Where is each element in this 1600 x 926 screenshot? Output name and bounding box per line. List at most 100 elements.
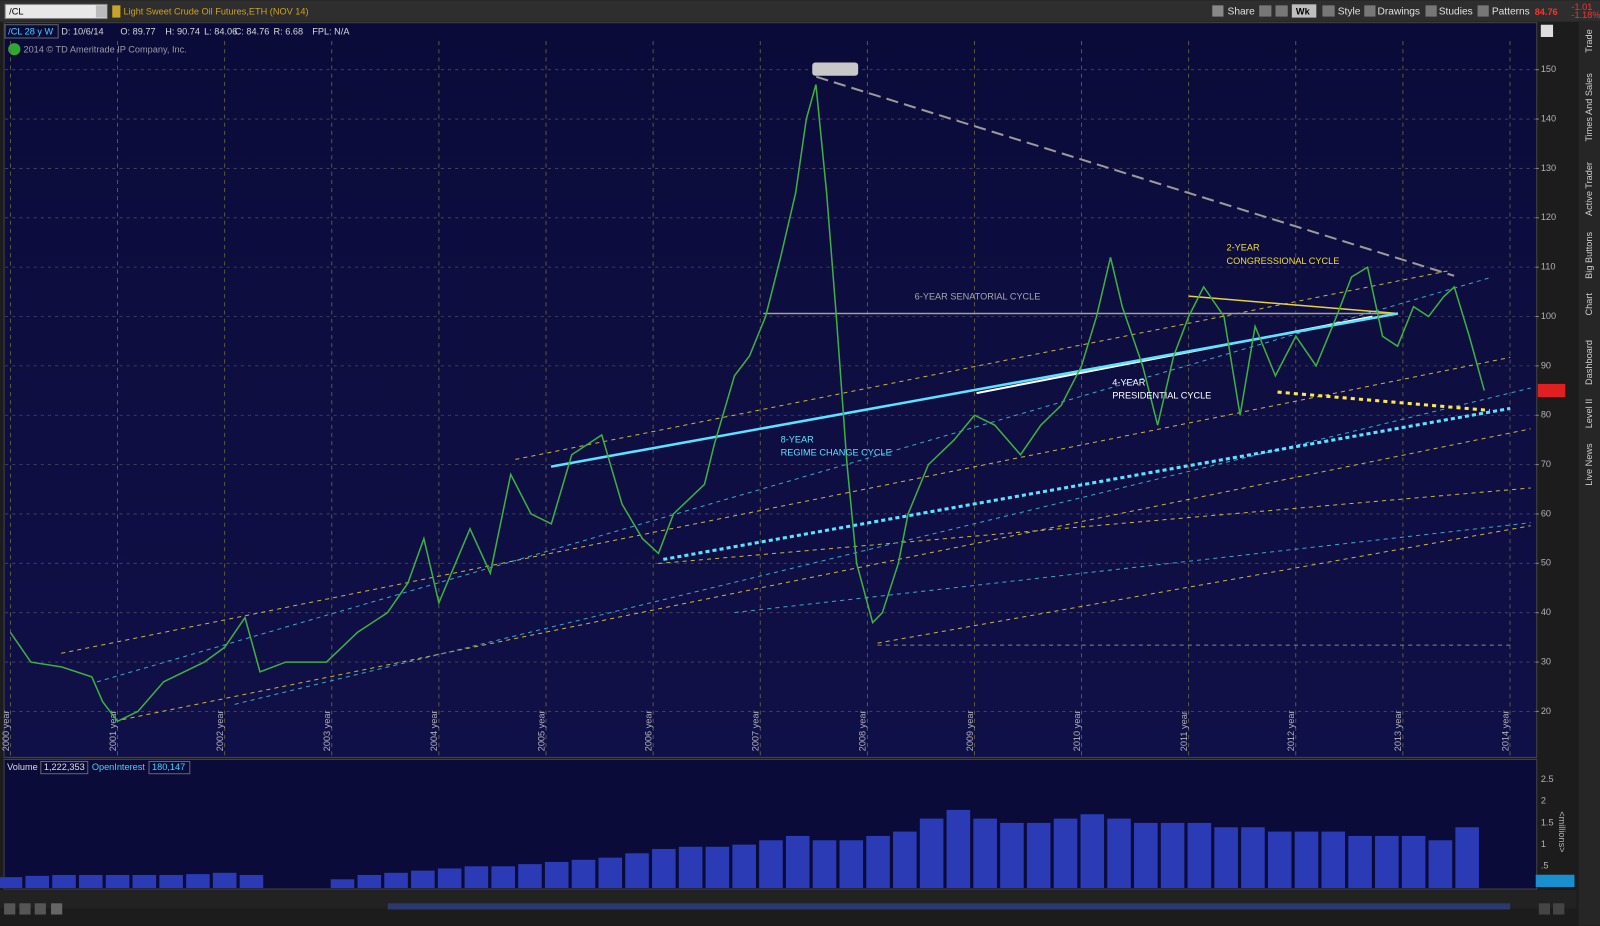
volume-bar [1214, 827, 1238, 888]
open-interest-box [148, 760, 191, 775]
volume-bar [625, 853, 649, 888]
scroll-thumb[interactable] [387, 903, 1511, 910]
info-open: O: 89.77 [120, 26, 155, 36]
annotation: PRESIDENTIAL CYCLE [1112, 391, 1211, 401]
volume-bar [973, 818, 997, 888]
volume-bar [1134, 822, 1158, 888]
x-tick-label: 2012 year [1286, 710, 1296, 751]
symbol-box[interactable] [4, 3, 108, 20]
share-icon [1212, 5, 1224, 17]
side-tab[interactable]: Level II [1584, 399, 1594, 429]
drawings [61, 75, 1531, 721]
volume-bar [893, 831, 917, 888]
y-tick-label: 120 [1541, 212, 1556, 222]
price-panel [3, 22, 1538, 758]
studies-icon [1425, 5, 1437, 17]
y-tick-label: 30 [1541, 656, 1551, 666]
volume-bar [357, 874, 382, 888]
volume-bar [1026, 822, 1051, 888]
volume-bar [0, 877, 23, 888]
side-tab[interactable]: Trade [1584, 29, 1594, 53]
volume-bar [1455, 827, 1479, 888]
volume-bar [1107, 818, 1131, 888]
y-tick-label: 1.5 [1541, 817, 1554, 827]
annotation: 6-YEAR SENATORIAL CYCLE [915, 292, 1041, 302]
symbol: /CL [9, 6, 23, 16]
toolbar-button[interactable]: Studies [1439, 7, 1473, 18]
volume-bar [1080, 814, 1105, 888]
scroll-right[interactable] [1553, 903, 1565, 915]
last-price: 84.76 [1535, 7, 1558, 17]
volume-bar [1321, 831, 1346, 888]
toolbar-button[interactable]: Style [1338, 7, 1361, 18]
toolbar-button[interactable]: Share [1228, 7, 1256, 18]
tool-icon[interactable] [1259, 5, 1272, 17]
volume-bar [1053, 818, 1078, 888]
y-tick-label: 2.5 [1541, 774, 1554, 784]
y-tick-label: 90 [1541, 360, 1551, 370]
x-tick-label: 2007 year [751, 710, 761, 751]
volume-value-box [40, 760, 89, 775]
x-tick-label: 2011 year [1179, 711, 1189, 751]
last-price-box [1537, 383, 1566, 398]
volume-bar [946, 809, 971, 888]
volume-bar [1375, 835, 1399, 888]
volume-bar [437, 868, 462, 888]
description: Light Sweet Crude Oil Futures,ETH (NOV 1… [123, 6, 308, 16]
volume-bar [678, 846, 703, 888]
text-button[interactable] [51, 903, 63, 915]
scroll-left[interactable] [1538, 903, 1550, 915]
open-interest-value: 180,147 [152, 762, 185, 772]
info-icon[interactable] [8, 43, 21, 56]
y-tick-label: 140 [1541, 113, 1556, 123]
zoom-button[interactable] [19, 903, 31, 915]
volume-bar [132, 874, 157, 888]
toolbar-button[interactable]: Patterns [1492, 7, 1530, 18]
y-tick-label: 2 [1541, 796, 1546, 806]
volume-bar [839, 840, 864, 888]
volume-bar [598, 857, 623, 888]
zoom-button[interactable] [34, 903, 46, 915]
toolbar-button[interactable]: Drawings [1378, 7, 1420, 18]
side-tab[interactable]: Times And Sales [1584, 73, 1594, 142]
tool-icon[interactable] [1275, 5, 1288, 17]
dotted-line [662, 406, 1511, 561]
side-tab[interactable]: Dashboard [1584, 340, 1594, 385]
volume-bar [212, 872, 237, 888]
volume-bar [759, 840, 783, 888]
y-tick-label: 40 [1541, 607, 1551, 617]
y-axis-label: <millions> [1557, 811, 1567, 852]
channel-line [61, 356, 1511, 654]
side-tab[interactable]: Chart [1584, 293, 1594, 316]
y-tick-label: .5 [1541, 861, 1549, 871]
change-percent: -1.18% [1571, 10, 1600, 20]
aggregation-box[interactable] [1291, 4, 1317, 18]
volume-bar [652, 848, 676, 888]
annotation: 8-YEAR [781, 434, 815, 444]
expand-button[interactable] [1540, 24, 1554, 37]
dropdown-button[interactable] [95, 5, 107, 18]
volume-bar [25, 875, 50, 888]
volume-bar [785, 835, 810, 888]
zoom-button[interactable] [4, 903, 16, 915]
x-tick-label: 2014 year [1500, 710, 1510, 751]
volume-bar [1160, 822, 1185, 888]
y-tick-label: 1 [1541, 839, 1546, 849]
side-tab[interactable]: Live News [1584, 443, 1594, 486]
channel-line [734, 522, 1531, 613]
info-symbol-box [4, 24, 59, 39]
channel-line [122, 428, 1531, 721]
volume-bar [544, 861, 569, 888]
y-tick-label: 60 [1541, 508, 1551, 518]
annotation: 2-YEAR [1227, 243, 1261, 253]
change: -1.01 [1571, 2, 1592, 12]
side-tab[interactable]: Big Buttons [1584, 231, 1594, 278]
volume-bar [464, 866, 489, 888]
toolbar-button[interactable]: Wk [1296, 6, 1311, 16]
volume-bar [52, 874, 76, 888]
side-tab[interactable]: Active Trader [1584, 162, 1594, 216]
cycle-line [1188, 295, 1399, 315]
price-line [9, 84, 1486, 723]
